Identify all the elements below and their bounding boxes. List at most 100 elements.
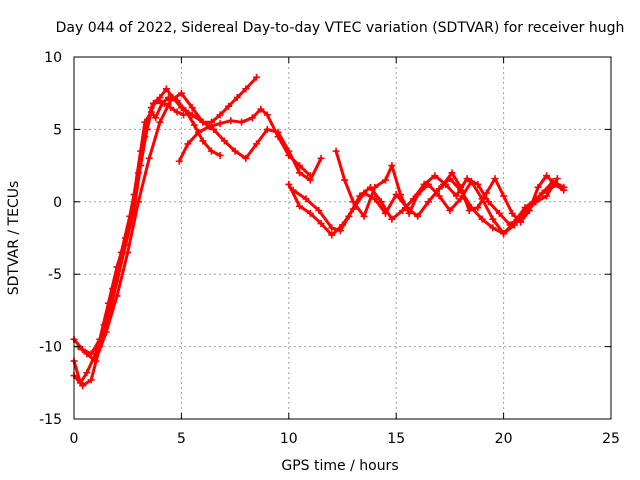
series-line <box>76 91 323 363</box>
data-point <box>431 172 439 180</box>
data-point <box>263 111 271 119</box>
data-point <box>306 209 314 217</box>
data-point <box>356 192 364 200</box>
data-point <box>227 117 235 125</box>
data-point <box>525 206 533 214</box>
data-point <box>332 147 340 155</box>
data-point <box>317 154 325 162</box>
data-point <box>482 189 490 197</box>
y-tick-label: -10 <box>39 340 62 356</box>
data-point <box>87 350 95 358</box>
data-point <box>141 118 149 126</box>
data-point <box>225 102 233 110</box>
data-point <box>145 154 153 162</box>
data-point <box>233 94 241 102</box>
data-point <box>91 357 99 365</box>
data-point <box>263 125 271 133</box>
series-4 <box>70 94 224 358</box>
data-point <box>538 189 546 197</box>
data-point <box>220 137 228 145</box>
data-point <box>306 172 314 180</box>
data-point <box>274 133 282 141</box>
series-5 <box>175 105 314 180</box>
data-point <box>439 180 447 188</box>
data-point <box>137 147 145 155</box>
data-point <box>158 99 166 107</box>
data-point <box>467 178 475 186</box>
data-point <box>156 118 164 126</box>
data-point <box>175 157 183 165</box>
data-point <box>253 140 261 148</box>
data-point <box>199 118 207 126</box>
data-point <box>414 212 422 220</box>
data-point <box>349 198 357 206</box>
data-point <box>489 215 497 223</box>
data-point <box>371 195 379 203</box>
x-tick-label: 20 <box>495 431 513 447</box>
data-point <box>315 206 323 214</box>
x-tick-label: 5 <box>177 431 186 447</box>
data-point <box>83 369 91 377</box>
grid <box>74 57 611 419</box>
data-point <box>257 105 265 113</box>
plot-frame <box>73 56 612 420</box>
data-point <box>165 94 173 102</box>
data-point <box>296 162 304 170</box>
ticks: 0 5 10 15 20 25 -15 -10 -5 0 5 10 <box>39 50 620 447</box>
data-point <box>371 183 379 191</box>
data-point <box>289 186 297 194</box>
data-point <box>474 180 482 188</box>
data-point <box>435 185 443 193</box>
data-point <box>543 172 551 180</box>
data-point <box>399 206 407 214</box>
data-point <box>489 224 497 232</box>
series-layer <box>70 73 568 390</box>
data-point <box>188 104 196 112</box>
data-point <box>124 248 132 256</box>
data-point <box>152 114 160 122</box>
data-point <box>184 140 192 148</box>
x-tick-label: 10 <box>280 431 298 447</box>
x-tick-label: 0 <box>70 431 79 447</box>
data-point <box>560 186 568 194</box>
data-point <box>87 376 95 384</box>
y-tick-label: -5 <box>48 267 62 283</box>
data-point <box>478 215 486 223</box>
data-point <box>79 345 87 353</box>
data-point <box>207 147 215 155</box>
x-tick-label: 25 <box>602 431 620 447</box>
data-point <box>199 137 207 145</box>
data-point <box>424 180 432 188</box>
x-axis-label: GPS time / hours <box>281 458 398 474</box>
data-point <box>149 99 157 107</box>
data-point <box>485 198 493 206</box>
data-point <box>510 221 518 229</box>
data-point <box>500 192 508 200</box>
y-tick-label: 10 <box>44 50 62 66</box>
data-point <box>238 118 246 126</box>
data-point <box>424 198 432 206</box>
data-point <box>388 215 396 223</box>
data-point <box>134 198 142 206</box>
data-point <box>182 107 190 115</box>
data-point <box>173 108 181 116</box>
data-point <box>231 147 239 155</box>
data-point <box>296 202 304 210</box>
y-tick-label: 5 <box>53 122 62 138</box>
data-point <box>500 230 508 238</box>
y-tick-label: -15 <box>39 412 62 428</box>
y-tick-label: 0 <box>53 195 62 211</box>
data-point <box>242 85 250 93</box>
data-point <box>122 234 130 242</box>
y-axis-label: SDTVAR / TECUs <box>6 181 22 296</box>
data-point <box>551 180 559 188</box>
series-line <box>177 107 312 178</box>
data-point <box>156 94 164 102</box>
data-point <box>341 176 349 184</box>
data-point <box>377 198 385 206</box>
data-point <box>328 224 336 232</box>
data-point <box>495 209 503 217</box>
data-point <box>104 299 112 307</box>
data-point <box>534 183 542 191</box>
data-point <box>465 206 473 214</box>
